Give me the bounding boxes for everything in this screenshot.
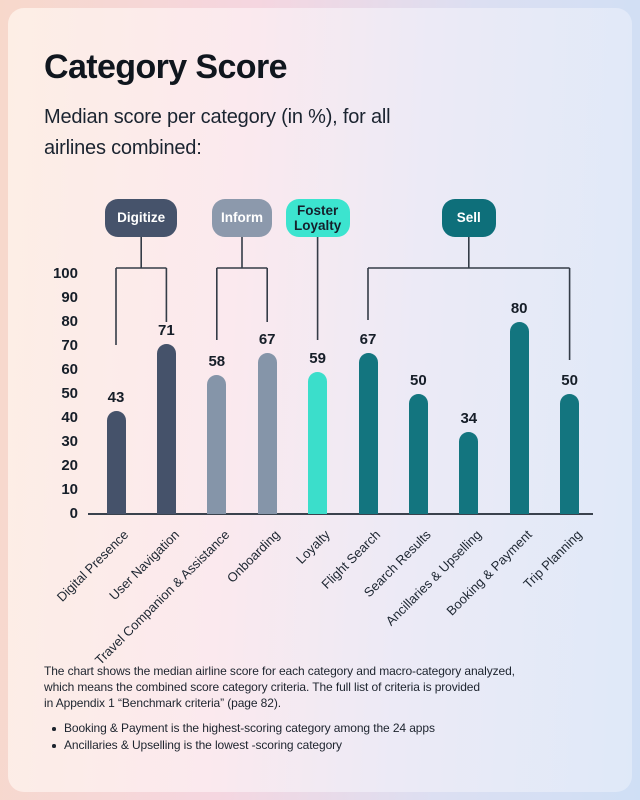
y-axis-tick-80: 80 <box>61 313 78 330</box>
y-axis-tick-70: 70 <box>61 337 78 354</box>
bar-search-results <box>408 394 428 514</box>
bar-value-ancillaries-upselling: 34 <box>460 410 478 428</box>
footer-line-2: which means the combined score category … <box>44 680 480 694</box>
macro-pill-foster-loyalty: Foster Loyalty <box>285 199 350 237</box>
y-axis-tick-30: 30 <box>61 433 78 450</box>
bullet-lowest-category: Ancillaries & Upselling is the lowest -s… <box>50 737 435 754</box>
bar-user-navigation <box>156 343 176 514</box>
page-subtitle: Median score per category (in %), for al… <box>44 102 391 164</box>
y-axis-tick-0: 0 <box>69 505 78 522</box>
y-axis-tick-10: 10 <box>61 481 78 498</box>
bar-booking-payment <box>509 322 529 514</box>
bar-trip-planning <box>560 394 580 514</box>
y-axis-tick-100: 100 <box>52 265 78 282</box>
footer-bullet-list: Booking & Payment is the highest-scoring… <box>50 720 435 754</box>
bar-flight-search <box>358 353 378 514</box>
y-axis-tick-90: 90 <box>61 289 78 306</box>
y-axis-tick-40: 40 <box>61 409 78 426</box>
subtitle-line-1: Median score per category (in %), for al… <box>44 106 391 128</box>
bar-value-travel-companion-assistance: 58 <box>208 352 226 370</box>
bar-onboarding <box>257 353 277 514</box>
x-axis-line <box>88 513 593 515</box>
footer-line-1: The chart shows the median airline score… <box>44 664 515 678</box>
macro-pill-digitize: Digitize <box>105 199 178 237</box>
bar-value-flight-search: 67 <box>359 331 377 349</box>
footer-description: The chart shows the median airline score… <box>44 663 604 711</box>
bullet-highest-category: Booking & Payment is the highest-scoring… <box>50 720 435 737</box>
bar-value-onboarding: 67 <box>258 331 276 349</box>
page-title: Category Score <box>44 48 288 86</box>
y-axis-tick-60: 60 <box>61 361 78 378</box>
y-axis-tick-20: 20 <box>61 457 78 474</box>
bar-value-loyalty: 59 <box>309 350 326 368</box>
bar-value-digital-presence: 43 <box>107 388 125 406</box>
bar-value-trip-planning: 50 <box>561 372 578 389</box>
y-axis-tick-50: 50 <box>61 385 78 402</box>
bar-value-search-results: 50 <box>410 372 427 389</box>
subtitle-line-2: airlines combined: <box>44 137 202 159</box>
footer-line-3: in Appendix 1 “Benchmark criteria” (page… <box>44 696 281 710</box>
bar-travel-companion-assistance <box>207 374 227 514</box>
macro-pill-inform: Inform <box>212 199 272 237</box>
bar-ancillaries-upselling <box>459 432 479 514</box>
bar-value-booking-payment: 80 <box>510 300 528 317</box>
bar-value-user-navigation: 71 <box>158 321 175 339</box>
macro-pill-sell: Sell <box>441 199 496 237</box>
bar-loyalty <box>308 372 328 514</box>
bar-digital-presence <box>106 410 126 514</box>
